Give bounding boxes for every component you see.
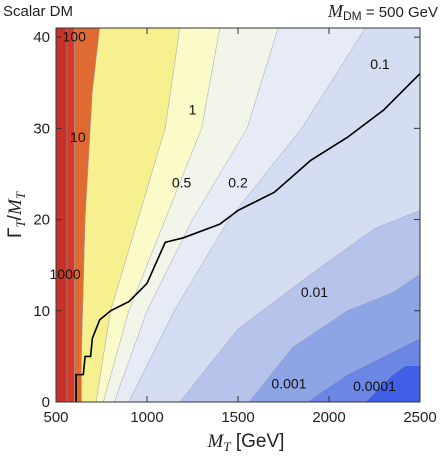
x-axis-ticks: 500 1000 1500 2000 2500 [43, 28, 437, 426]
y-tick-label: 10 [33, 303, 50, 320]
contour-region-lowest [365, 365, 420, 402]
chart-title-right: MDM = 500 GeV [327, 1, 438, 23]
contour-label-1: 1 [189, 102, 197, 118]
contour-label-0.1: 0.1 [370, 56, 390, 72]
contour-label-0.001: 0.001 [271, 375, 306, 391]
y-axis-denominator-subscript: T [13, 191, 28, 199]
exclusion-layer [75, 73, 420, 402]
title-value: = 500 GeV [362, 4, 438, 21]
x-tick-label: 1500 [221, 409, 254, 426]
contour-labels: 100 10 1 0.5 0.2 0.1 1000 0.01 0.001 0.0001 [50, 29, 397, 394]
contour-label-1000: 1000 [50, 266, 81, 282]
x-axis-unit: [GeV] [231, 431, 285, 452]
contour-label-10: 10 [70, 129, 86, 145]
y-tick-label: 20 [33, 212, 50, 229]
x-axis-symbol: M [207, 431, 225, 452]
contour-label-0.01: 0.01 [301, 284, 328, 300]
y-axis-label: ΓT/MT [5, 191, 28, 238]
y-tick-label: 0 [42, 394, 50, 411]
y-tick-label: 40 [33, 29, 50, 46]
exclusion-line [75, 73, 420, 402]
y-axis-ticks: 0 10 20 30 40 [33, 29, 420, 411]
contour-label-0.5: 0.5 [172, 175, 192, 191]
chart-title-left: Scalar DM [3, 3, 73, 20]
contour-fills [56, 28, 420, 402]
y-tick-label: 30 [33, 120, 50, 137]
x-axis-label: MT [GeV] [207, 431, 285, 454]
y-axis-symbol: Γ [5, 228, 26, 238]
y-axis-denominator-symbol: M [5, 198, 26, 216]
y-axis-subscript: T [13, 220, 28, 228]
contour-label-0.2: 0.2 [228, 175, 248, 191]
contour-label-0.0001: 0.0001 [353, 378, 396, 394]
x-tick-label: 2000 [312, 409, 345, 426]
x-axis-subscript: T [223, 439, 231, 454]
x-tick-label: 2500 [403, 409, 436, 426]
title-symbol: M [327, 1, 344, 21]
title-subscript: DM [343, 9, 362, 23]
x-tick-label: 500 [43, 409, 68, 426]
contour-label-100: 100 [63, 29, 87, 45]
x-tick-label: 1000 [130, 409, 163, 426]
